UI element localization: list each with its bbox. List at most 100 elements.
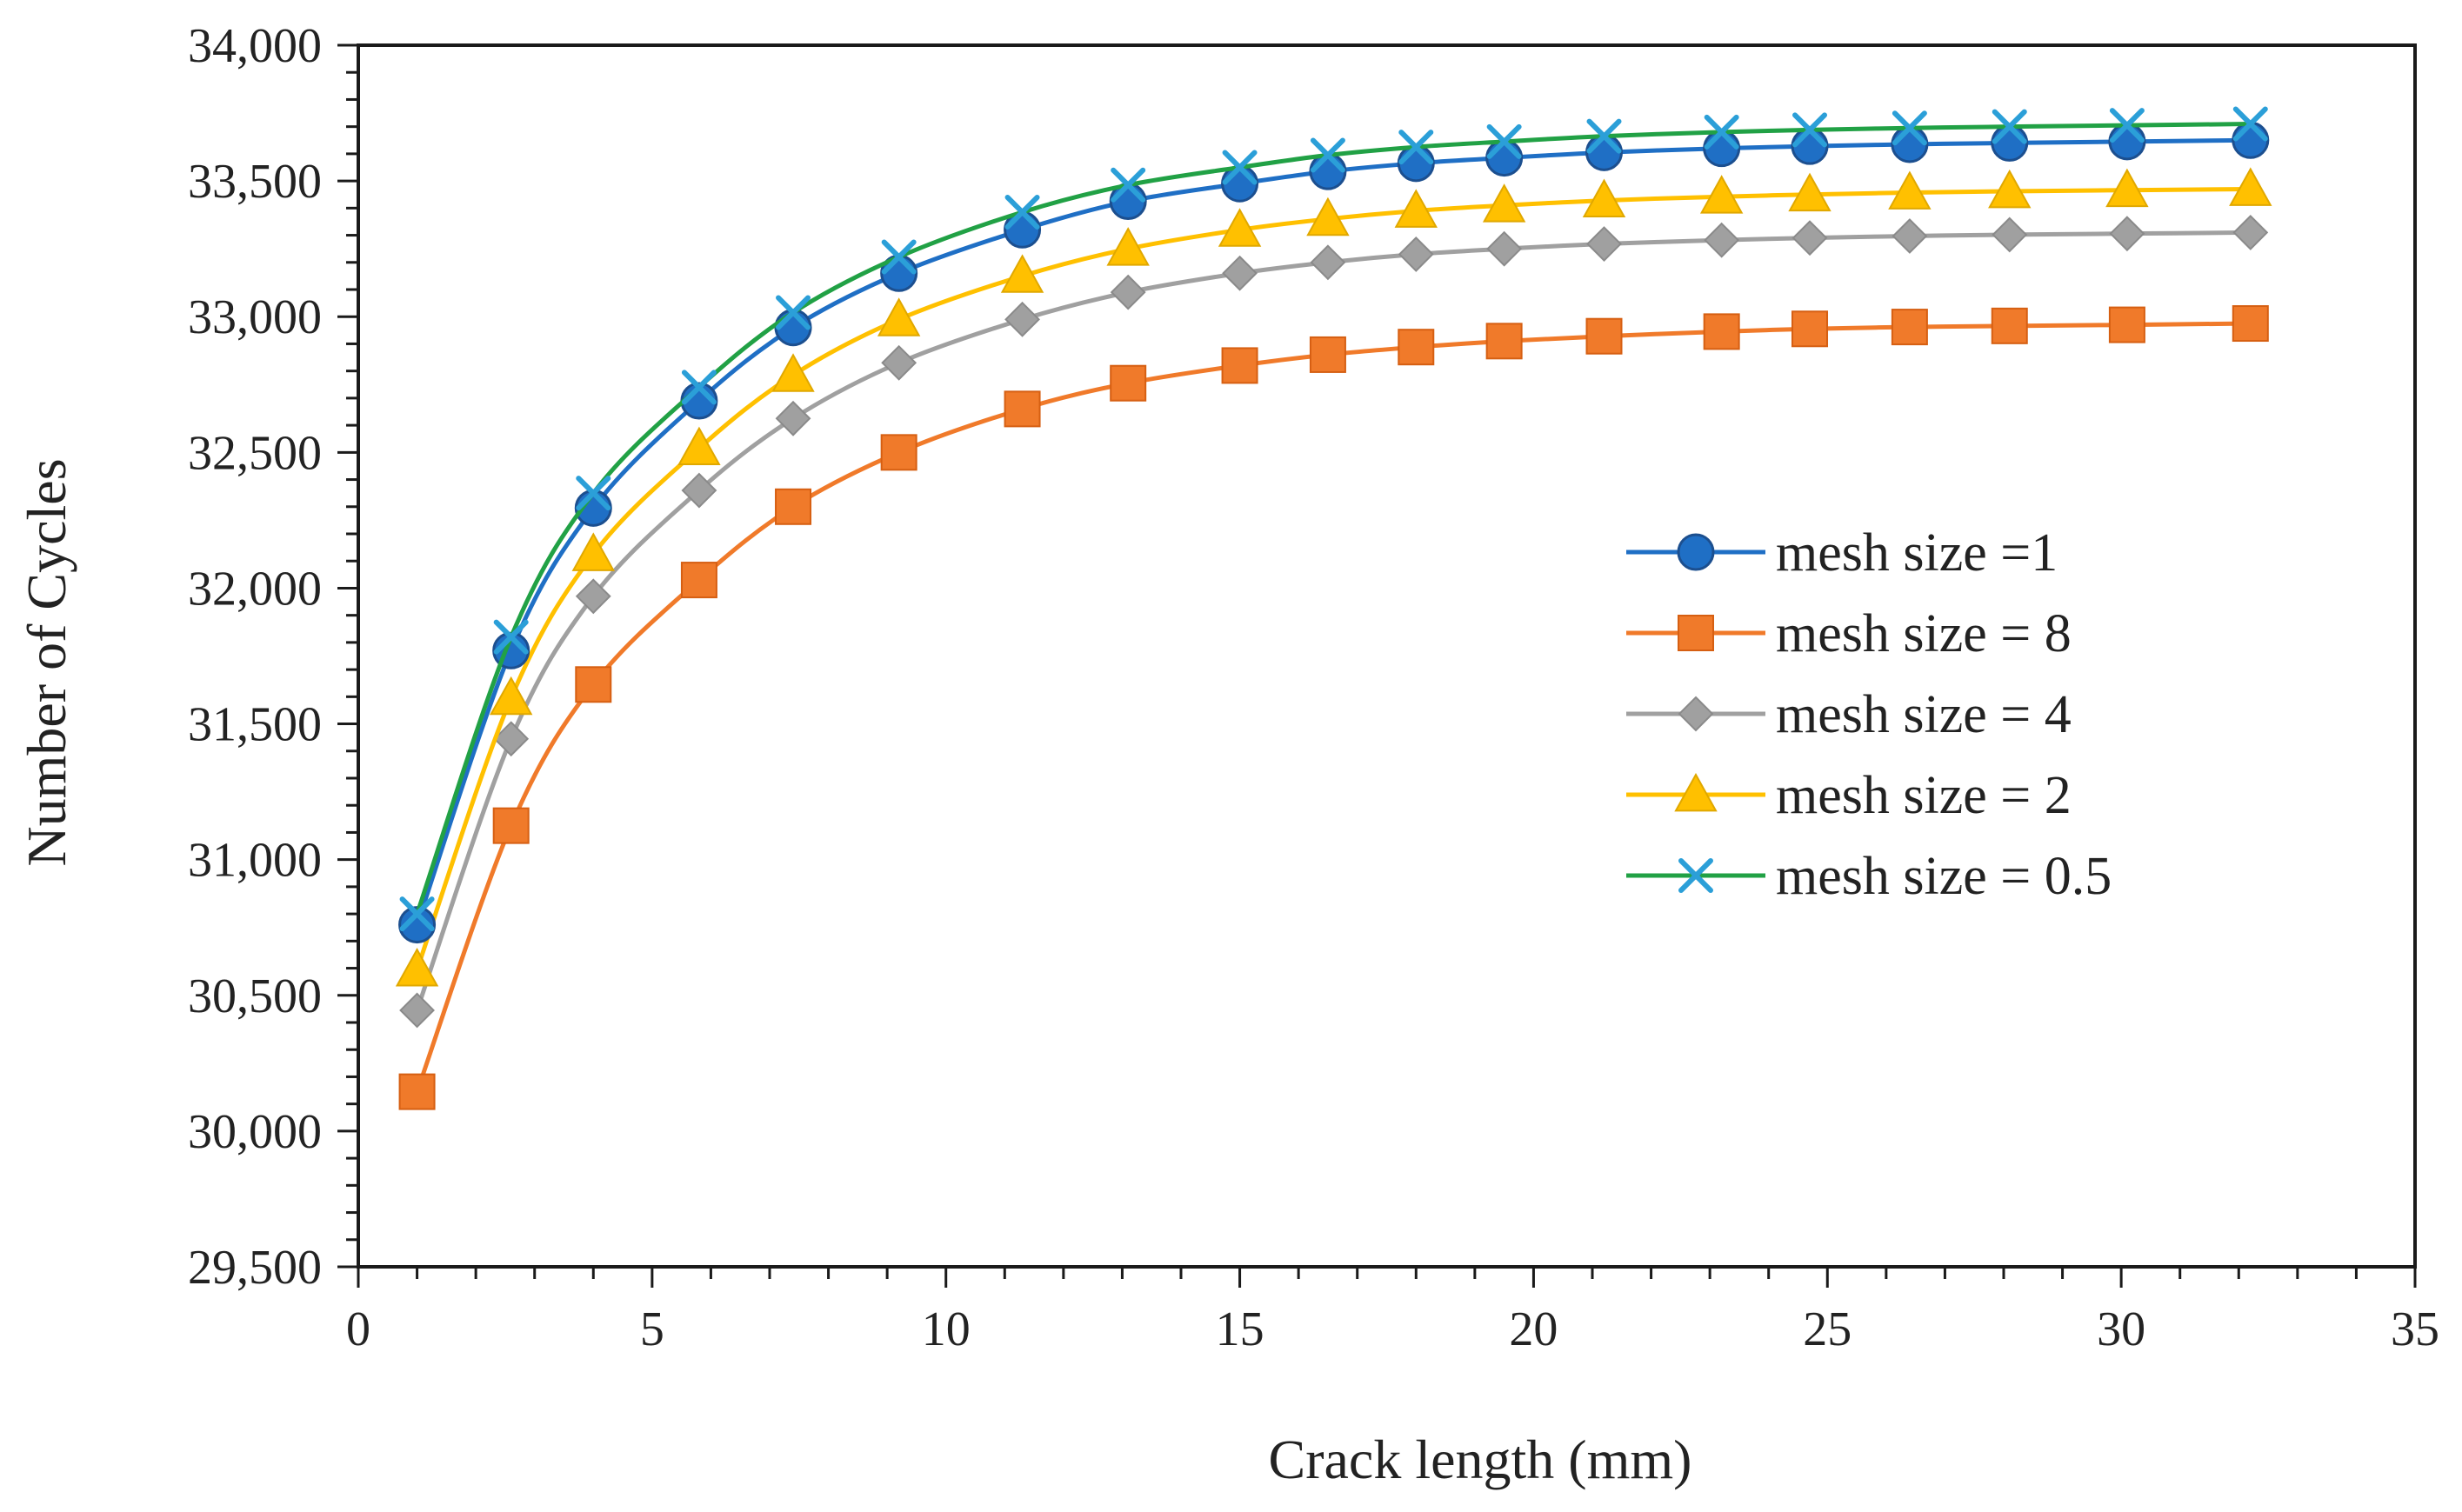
x-marker-stroke bbox=[2109, 108, 2145, 143]
data-point bbox=[1703, 130, 1741, 168]
x-marker-stroke bbox=[1992, 109, 2027, 144]
legend-entry: mesh size =1 bbox=[1626, 523, 2058, 583]
legend-label: mesh size = 8 bbox=[1776, 604, 2072, 663]
data-point bbox=[681, 370, 717, 405]
data-point bbox=[1791, 127, 1829, 165]
y-tick-label: 34,000 bbox=[188, 19, 322, 73]
series-2 bbox=[399, 215, 2269, 1029]
x-axis-title: Crack length (mm) bbox=[1269, 1429, 1692, 1490]
x-tick-label: 25 bbox=[1803, 1302, 1852, 1356]
data-point bbox=[2229, 167, 2272, 206]
data-point bbox=[1306, 196, 1350, 236]
data-point bbox=[395, 948, 439, 987]
data-point bbox=[1398, 236, 1434, 272]
data-point bbox=[2232, 305, 2269, 343]
x-marker-stroke bbox=[1586, 118, 1622, 154]
data-point bbox=[1482, 183, 1526, 223]
data-point bbox=[1110, 364, 1147, 402]
data-point bbox=[1310, 244, 1346, 281]
legend-label: mesh size = 4 bbox=[1776, 685, 2072, 744]
x-tick-label: 5 bbox=[640, 1302, 664, 1356]
data-point bbox=[1585, 133, 1624, 171]
data-point bbox=[2232, 215, 2269, 250]
data-point bbox=[399, 992, 435, 1029]
data-point bbox=[680, 562, 717, 599]
data-point bbox=[571, 532, 615, 571]
data-point bbox=[1111, 167, 1146, 203]
data-point bbox=[1004, 301, 1040, 337]
x-tick-label: 10 bbox=[922, 1302, 971, 1356]
legend-marker bbox=[1678, 858, 1713, 893]
data-point bbox=[1586, 118, 1622, 154]
x-marker-stroke bbox=[1222, 150, 1258, 185]
x-marker-stroke bbox=[1892, 110, 1927, 146]
data-point bbox=[2109, 216, 2145, 252]
data-point bbox=[1485, 139, 1524, 177]
x-marker-stroke bbox=[1792, 112, 1828, 148]
data-point bbox=[1309, 152, 1347, 190]
data-point bbox=[1992, 109, 2027, 144]
data-point bbox=[880, 434, 917, 471]
data-point bbox=[1991, 123, 2029, 162]
x-tick-label: 20 bbox=[1509, 1302, 1558, 1356]
x-marker-stroke bbox=[881, 239, 917, 275]
data-point bbox=[2232, 121, 2270, 159]
data-point bbox=[2108, 306, 2145, 343]
legend-entry: mesh size = 0.5 bbox=[1626, 847, 2112, 906]
data-point bbox=[398, 1073, 436, 1110]
y-axis-title: Number of Cycles bbox=[16, 458, 77, 866]
data-point bbox=[493, 619, 529, 655]
data-point bbox=[1586, 226, 1622, 262]
series-3 bbox=[395, 167, 2272, 987]
data-point bbox=[1397, 144, 1435, 183]
x-marker-stroke bbox=[1704, 114, 1739, 150]
x-tick-label: 15 bbox=[1216, 1302, 1264, 1356]
x-marker-stroke bbox=[1310, 137, 1345, 173]
x-marker-stroke bbox=[1004, 195, 1040, 230]
legend-entry: mesh size = 4 bbox=[1626, 685, 2072, 744]
x-marker-stroke bbox=[1678, 858, 1713, 893]
x-marker-stroke bbox=[681, 370, 717, 405]
data-point bbox=[1988, 169, 2032, 209]
data-point bbox=[1992, 216, 2028, 253]
data-point bbox=[881, 239, 917, 275]
data-point bbox=[1891, 125, 1929, 163]
data-point bbox=[1585, 317, 1623, 355]
y-tick-label: 32,000 bbox=[188, 562, 322, 616]
data-point bbox=[576, 476, 611, 511]
x-marker-stroke bbox=[1398, 130, 1434, 165]
x-tick-label: 0 bbox=[346, 1302, 370, 1356]
y-tick-label: 33,500 bbox=[188, 155, 322, 209]
data-point bbox=[489, 676, 533, 716]
legend-label: mesh size = 0.5 bbox=[1776, 847, 2112, 906]
y-tick-label: 30,500 bbox=[188, 969, 322, 1023]
data-point bbox=[1398, 130, 1434, 165]
data-point bbox=[1218, 208, 1262, 247]
data-point bbox=[1004, 195, 1040, 230]
legend-entry: mesh size = 2 bbox=[1626, 766, 2072, 825]
legend-label: mesh size = 2 bbox=[1776, 766, 2072, 825]
data-point bbox=[1485, 323, 1523, 360]
data-point bbox=[1106, 227, 1150, 266]
y-tick-label: 31,500 bbox=[188, 698, 322, 752]
plot-area-frame bbox=[357, 43, 2417, 1269]
y-tick-label: 29,500 bbox=[188, 1241, 322, 1295]
data-point bbox=[1310, 137, 1345, 173]
data-point bbox=[1394, 189, 1438, 228]
x-tick-label: 30 bbox=[2097, 1302, 2145, 1356]
x-tick-label: 35 bbox=[2391, 1302, 2439, 1356]
series-1 bbox=[398, 305, 2269, 1110]
x-marker-stroke bbox=[493, 619, 529, 655]
data-point bbox=[1398, 329, 1435, 366]
data-point bbox=[1486, 230, 1523, 267]
data-point bbox=[1221, 347, 1258, 384]
data-point bbox=[575, 578, 611, 615]
data-point bbox=[1704, 222, 1740, 258]
legend-marker bbox=[1677, 533, 1715, 571]
data-point bbox=[681, 472, 717, 509]
legend-entry: mesh size = 8 bbox=[1626, 604, 2072, 663]
data-point bbox=[1788, 172, 1831, 212]
data-point bbox=[1699, 175, 1744, 214]
